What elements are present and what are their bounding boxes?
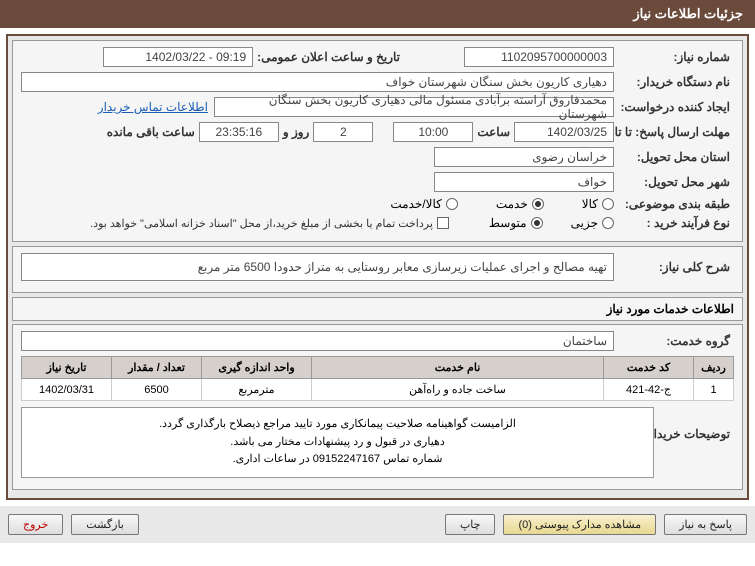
page-title: جزئیات اطلاعات نیاز (633, 6, 743, 21)
buyer-org-field: دهیاری کاریون بخش سنگان شهرستان خواف (21, 72, 614, 92)
deadline-label: مهلت ارسال پاسخ: تا تاریخ: (614, 125, 734, 139)
need-desc-field: تهیه مصالح و اجرای عملیات زیرسازی معابر … (21, 253, 614, 281)
table-row[interactable]: 1 ج-42-421 ساخت جاده و راه‌آهن مترمربع 6… (22, 379, 734, 401)
radio-goods-service-label: کالا/خدمت (390, 197, 441, 211)
table-header-row: ردیف کد خدمت نام خدمت واحد اندازه گیری ت… (22, 357, 734, 379)
cell-unit: مترمربع (202, 379, 312, 401)
deadline-time-label: ساعت (473, 125, 514, 139)
services-table: ردیف کد خدمت نام خدمت واحد اندازه گیری ت… (21, 356, 734, 401)
time-remaining-field: 23:35:16 (199, 122, 279, 142)
need-number-label: شماره نیاز: (614, 50, 734, 64)
province-field: خراسان رضوی (434, 147, 614, 167)
services-section: گروه خدمت: ساختمان ردیف کد خدمت نام خدمت… (12, 324, 743, 490)
th-qty: تعداد / مقدار (112, 357, 202, 379)
cell-date: 1402/03/31 (22, 379, 112, 401)
deadline-time-field: 10:00 (393, 122, 473, 142)
buyer-notes-box: الزامیست گواهینامه صلاحیت پیمانکاری مورد… (21, 407, 654, 478)
announce-field: 09:19 - 1402/03/22 (103, 47, 253, 67)
need-desc-label: شرح کلی نیاز: (614, 260, 734, 274)
th-code: کد خدمت (604, 357, 694, 379)
requester-field: محمدفاروق آراسته برآبادی مسئول مالی دهیا… (214, 97, 614, 117)
need-desc-section: شرح کلی نیاز: تهیه مصالح و اجرای عملیات … (12, 246, 743, 293)
buyer-note-line3: شماره تماس 09152247167 در ساعات اداری. (30, 451, 645, 469)
category-radio-group: کالا خدمت کالا/خدمت (390, 197, 614, 211)
cell-code: ج-42-421 (604, 379, 694, 401)
cell-qty: 6500 (112, 379, 202, 401)
purchase-type-label: نوع فرآیند خرید : (614, 216, 734, 230)
page-header: جزئیات اطلاعات نیاز (0, 0, 755, 28)
button-bar: پاسخ به نیاز مشاهده مدارک پیوستی (0) چاپ… (0, 506, 755, 543)
radio-small-label: جزیی (571, 216, 598, 230)
province-label: استان محل تحویل: (614, 150, 734, 164)
attachments-button[interactable]: مشاهده مدارک پیوستی (0) (503, 514, 656, 535)
th-date: تاریخ نیاز (22, 357, 112, 379)
main-panel: شماره نیاز: 1102095700000003 تاریخ و ساع… (6, 34, 749, 500)
radio-small[interactable] (602, 217, 614, 229)
cell-idx: 1 (694, 379, 734, 401)
days-label: روز و (279, 125, 314, 139)
th-row: ردیف (694, 357, 734, 379)
group-field: ساختمان (21, 331, 614, 351)
city-label: شهر محل تحویل: (614, 175, 734, 189)
exit-button[interactable]: خروج (8, 514, 63, 535)
th-unit: واحد اندازه گیری (202, 357, 312, 379)
th-name: نام خدمت (312, 357, 604, 379)
radio-service[interactable] (532, 198, 544, 210)
payment-checkbox[interactable] (437, 217, 449, 229)
details-section: شماره نیاز: 1102095700000003 تاریخ و ساع… (12, 40, 743, 242)
need-number-field: 1102095700000003 (464, 47, 614, 67)
group-label: گروه خدمت: (614, 334, 734, 348)
category-label: طبقه بندی موضوعی: (614, 197, 734, 211)
radio-goods[interactable] (602, 198, 614, 210)
buyer-contact-link[interactable]: اطلاعات تماس خریدار (98, 100, 208, 114)
services-section-title: اطلاعات خدمات مورد نیاز (12, 297, 743, 321)
buyer-org-label: نام دستگاه خریدار: (614, 75, 734, 89)
buyer-note-line2: دهیاری در قبول و رد پیشنهادات مختار می ب… (30, 434, 645, 452)
radio-goods-service[interactable] (446, 198, 458, 210)
purchase-type-radio-group: جزیی متوسط (489, 216, 614, 230)
remaining-label: ساعت باقی مانده (103, 125, 199, 139)
days-remaining-field: 2 (313, 122, 373, 142)
cell-name: ساخت جاده و راه‌آهن (312, 379, 604, 401)
payment-note: پرداخت تمام یا بخشى از مبلغ خرید،از محل … (90, 217, 433, 230)
buyer-notes-label: توضیحات خریدار: (654, 407, 734, 441)
radio-medium-label: متوسط (489, 216, 527, 230)
requester-label: ایجاد کننده درخواست: (614, 100, 734, 114)
respond-button[interactable]: پاسخ به نیاز (664, 514, 747, 535)
announce-label: تاریخ و ساعت اعلان عمومی: (253, 50, 404, 64)
print-button[interactable]: چاپ (445, 514, 496, 535)
radio-goods-label: کالا (582, 197, 598, 211)
city-field: خواف (434, 172, 614, 192)
buyer-note-line1: الزامیست گواهینامه صلاحیت پیمانکاری مورد… (30, 416, 645, 434)
radio-medium[interactable] (531, 217, 543, 229)
radio-service-label: خدمت (496, 197, 528, 211)
back-button[interactable]: بازگشت (71, 514, 139, 535)
deadline-date-field: 1402/03/25 (514, 122, 614, 142)
